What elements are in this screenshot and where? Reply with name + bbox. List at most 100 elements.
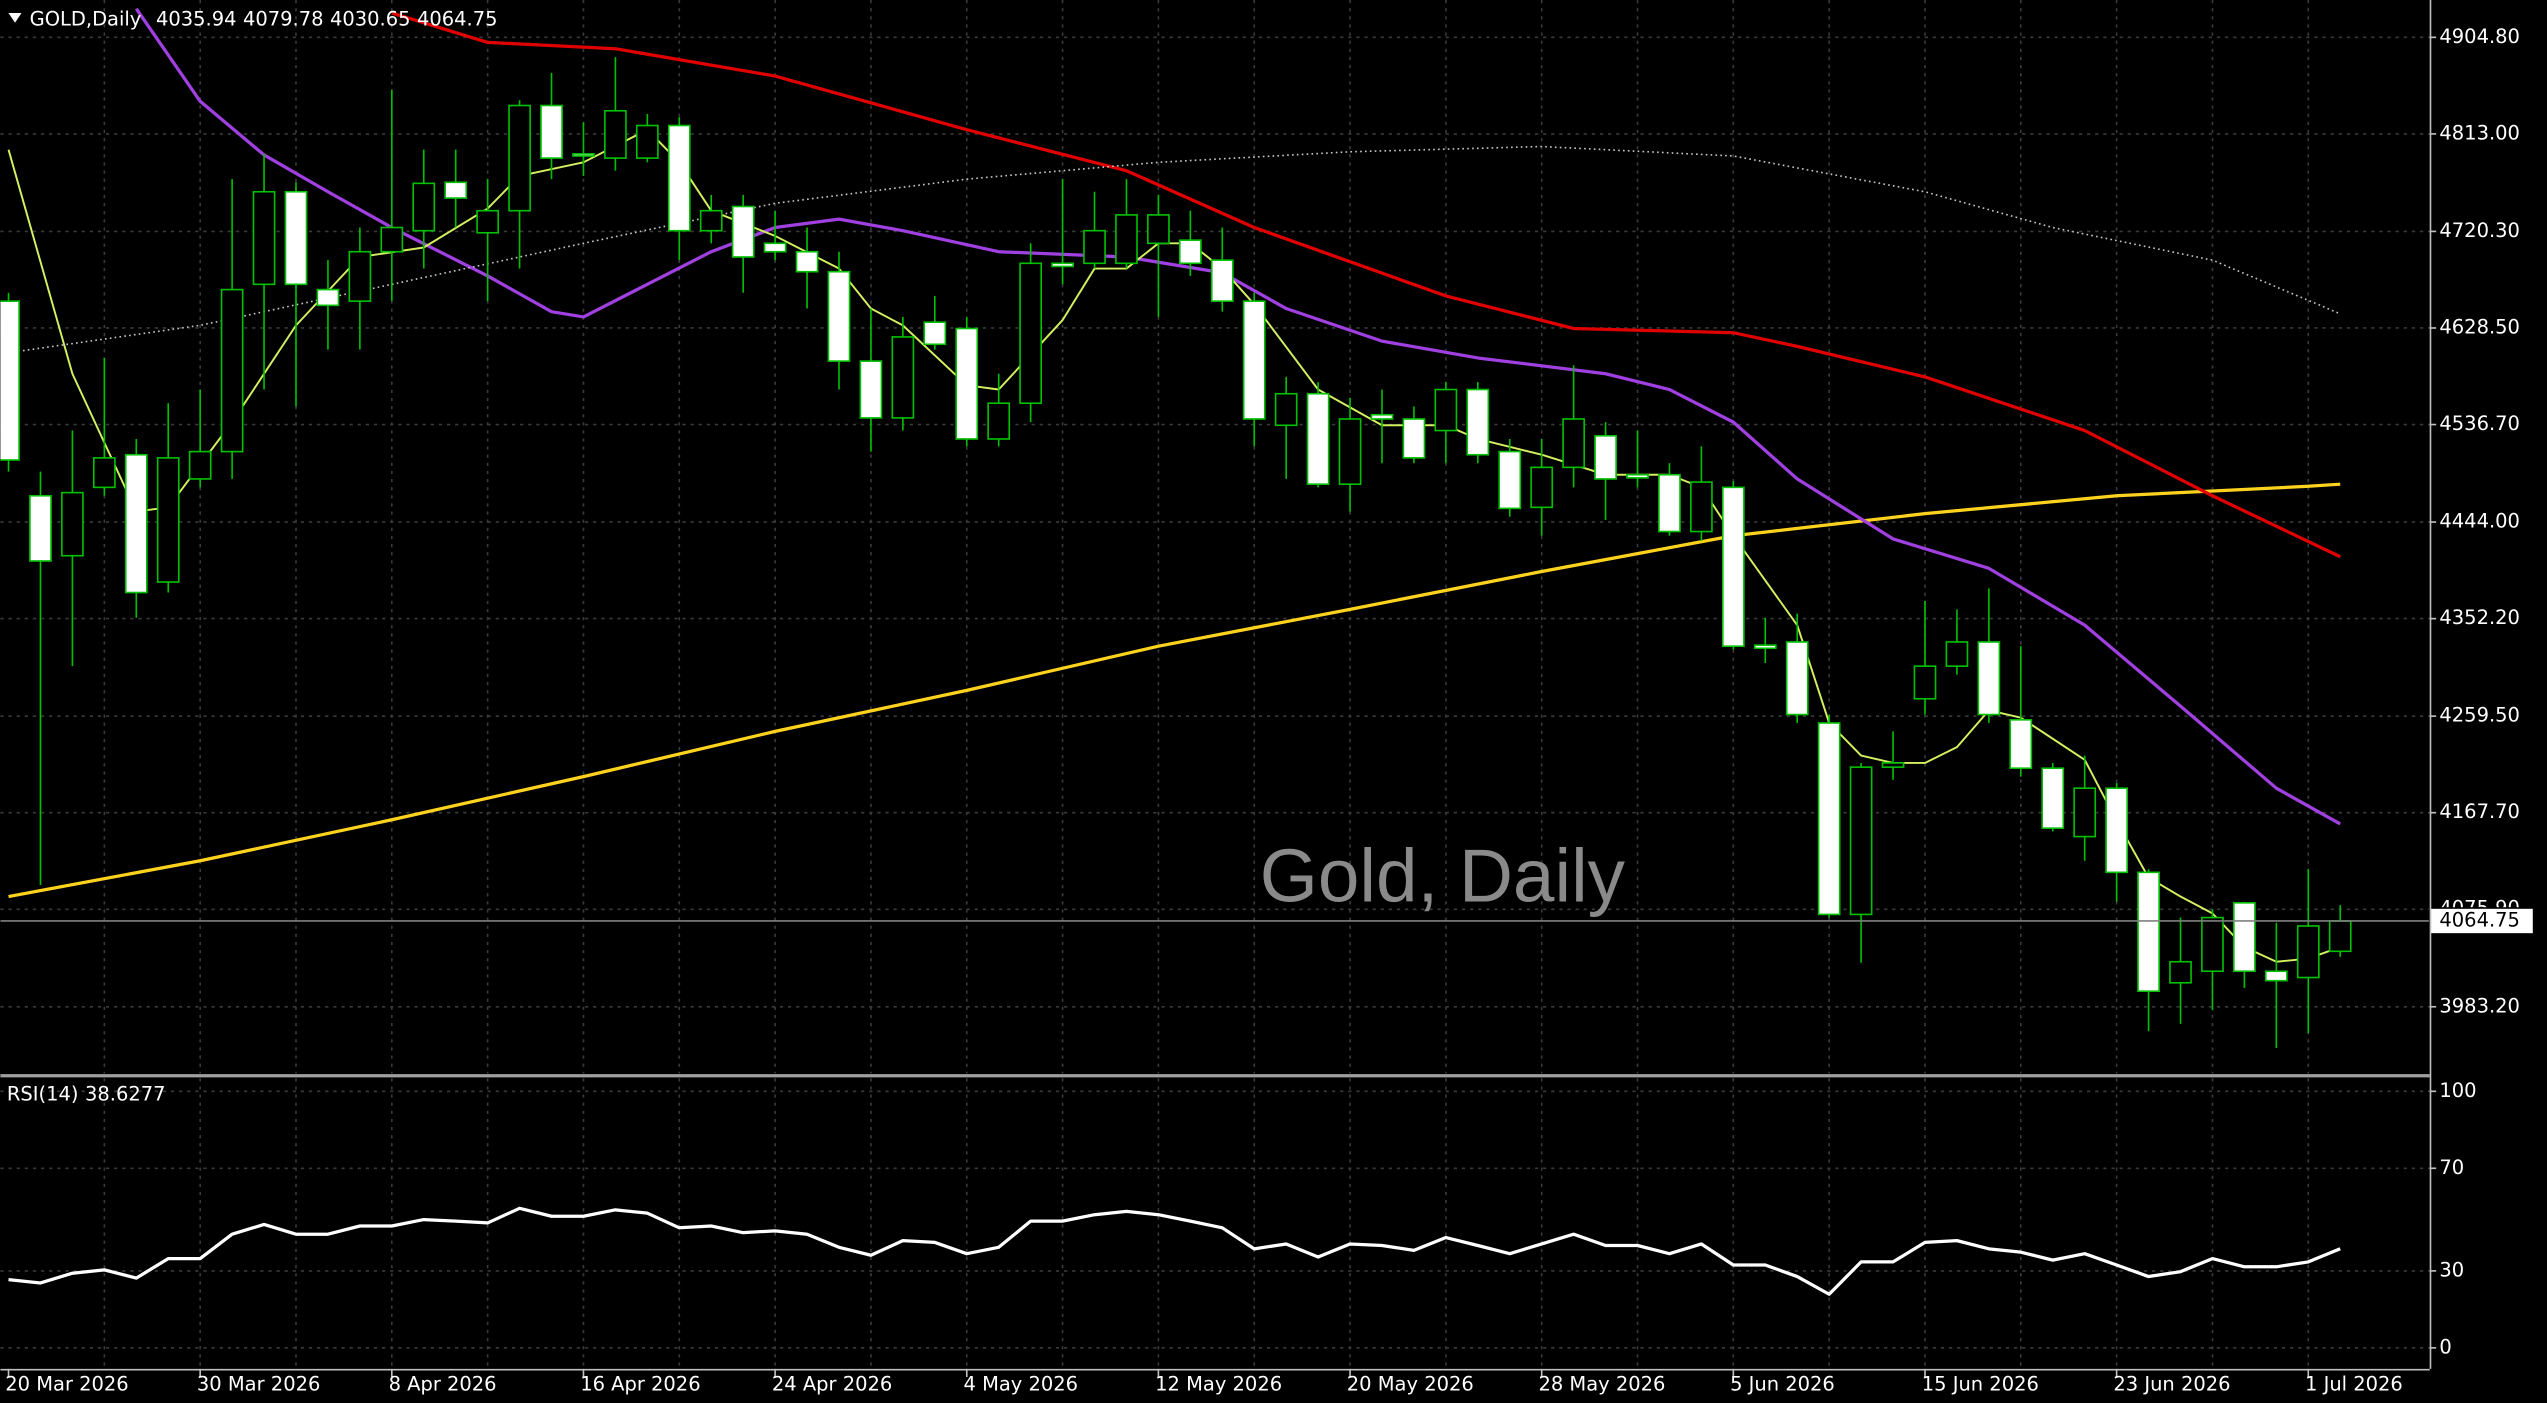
candle-body: [2233, 902, 2256, 973]
candle-body: [1178, 239, 1202, 265]
x-tick-label: 20 May 2026: [1347, 1373, 1474, 1396]
watermark: Gold, Daily: [1260, 833, 1626, 917]
candle-body: [476, 209, 500, 234]
price-marker: [2428, 907, 2535, 935]
candle-body: [1562, 418, 1586, 469]
axes: 20 Mar 2026 30 Mar 2026 8 Apr 2026 16 Apr 2…: [5, 25, 2535, 1396]
grid: [0, 0, 2430, 1369]
candle-body: [156, 457, 180, 583]
y-tick-label: 4628.50: [2439, 315, 2520, 338]
x-tick-label: 23 Jun 2026: [2113, 1373, 2230, 1396]
candle-body: [699, 209, 723, 232]
open-value: 4035.94: [156, 7, 237, 30]
price-marker-label: 4064.75: [2439, 908, 2520, 931]
candle-body: [859, 360, 883, 419]
y-tick-label: 4444.00: [2439, 510, 2520, 533]
candle-body: [1242, 300, 1266, 420]
candle-body: [220, 288, 244, 453]
low-value: 4030.65: [330, 7, 411, 30]
candle-body: [380, 226, 404, 253]
candle-body: [1658, 473, 1681, 533]
candle-body: [1626, 473, 1649, 479]
candle-body: [348, 250, 372, 302]
candle-body: [1210, 259, 1234, 302]
line-series: [391, 11, 2341, 559]
candle-body: [2264, 970, 2288, 982]
candle-body: [1434, 388, 1458, 432]
y-tick-label: 4536.70: [2439, 412, 2520, 435]
candle-body: [1051, 262, 1074, 268]
y-tick-label: 4904.80: [2439, 25, 2520, 48]
candle-body: [1721, 486, 1745, 647]
candle-body: [1785, 641, 1809, 716]
y-tick-label: 4813.00: [2439, 121, 2520, 144]
candle-body: [61, 491, 84, 557]
candle-body: [1881, 762, 1905, 768]
x-tick-label: 5 Jun 2026: [1730, 1373, 1835, 1396]
candle-body: [540, 104, 563, 159]
x-tick-label: 1 Jul 2026: [2305, 1373, 2403, 1396]
y-tick-label: 70: [2439, 1156, 2464, 1179]
candle-body: [1402, 418, 1426, 459]
candle-body: [923, 321, 947, 346]
menu-triangle[interactable]: [8, 12, 22, 23]
candle-body: [1466, 388, 1490, 456]
candle-body: [2041, 767, 2065, 829]
x-tick-label: 30 Mar 2026: [197, 1373, 320, 1396]
candle-body: [604, 109, 627, 159]
candle-body: [1594, 434, 1617, 480]
line-series: [8, 482, 2341, 899]
x-tick-label: 4 May 2026: [964, 1373, 1079, 1396]
candle-body: [1945, 641, 1969, 667]
candle-body: [2328, 920, 2352, 953]
x-tick-label: 12 May 2026: [1155, 1373, 1282, 1396]
candle-body: [2105, 787, 2128, 874]
rsi-header: RSI(14) 38.6277: [7, 1082, 166, 1105]
line-series: [8, 1206, 2341, 1296]
rsi-value: 38.6277: [85, 1082, 166, 1105]
x-tick-label: 24 Apr 2026: [772, 1373, 892, 1396]
candle-body: [731, 205, 755, 258]
candle-body: [2296, 925, 2320, 979]
candle-body: [92, 457, 116, 489]
y-tick-label: 3983.20: [2439, 994, 2520, 1017]
candle-body: [1849, 766, 1873, 916]
y-tick-label: 4167.70: [2439, 800, 2520, 823]
candle-body: [955, 327, 979, 440]
x-tick-label: 28 May 2026: [1538, 1373, 1665, 1396]
candle-body: [2201, 916, 2224, 973]
y-tick-label: 4352.20: [2439, 606, 2520, 629]
candle-body: [188, 450, 212, 480]
candle-body: [987, 402, 1011, 440]
high-value: 4079.78: [243, 7, 324, 30]
candle-body: [2137, 871, 2160, 993]
candle-body: [1690, 481, 1713, 533]
candle-body: [0, 300, 20, 461]
candle-body: [795, 250, 819, 273]
y-tick-label: 4259.50: [2439, 704, 2520, 727]
candle-body: [1274, 392, 1298, 427]
candle-body: [1370, 413, 1394, 420]
candle-body: [508, 104, 531, 212]
line-series: [8, 145, 2341, 354]
candle-body: [572, 153, 595, 157]
candle-body: [635, 124, 659, 159]
candle-body: [316, 288, 340, 307]
x-tick-label: 15 Jun 2026: [1922, 1373, 2039, 1396]
candle-body: [1977, 641, 2001, 716]
candle-body: [667, 124, 691, 232]
price-panel: [0, 7, 2430, 1049]
candle-body: [827, 270, 851, 362]
candle-body: [1115, 214, 1138, 265]
candle-body: [284, 190, 308, 286]
candle-body: [763, 242, 787, 253]
candle-body: [444, 181, 468, 199]
candle-body: [1530, 466, 1554, 509]
candle-body: [1306, 392, 1330, 486]
candle-body: [1913, 665, 1937, 700]
candle-body: [1338, 418, 1362, 486]
rsi-panel: [8, 1206, 2341, 1296]
candle-body: [1753, 644, 1777, 650]
